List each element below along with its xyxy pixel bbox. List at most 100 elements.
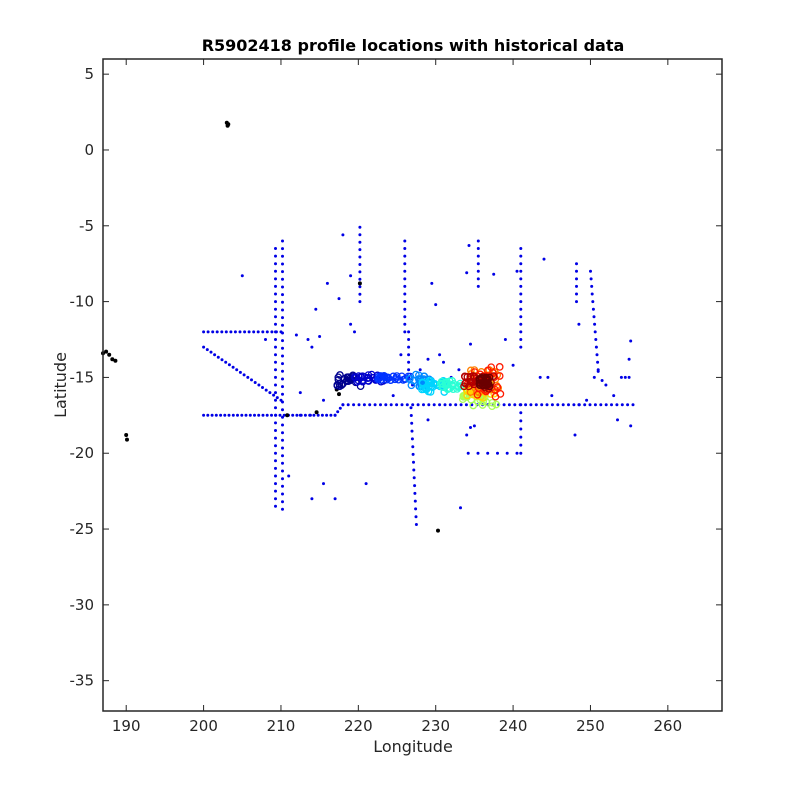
- historical-profile-point: [274, 300, 277, 304]
- historical-profile-point: [281, 415, 284, 419]
- historical-profile-point: [272, 393, 276, 397]
- historical-profile-point: [507, 403, 511, 407]
- historical-profile-point: [403, 292, 407, 296]
- historical-profile-point: [261, 413, 265, 417]
- historical-profile-point: [281, 377, 284, 381]
- historical-profile-point: [216, 355, 220, 359]
- historical-profile-point: [337, 297, 341, 301]
- historical-profile-point: [329, 413, 333, 417]
- historical-profile-point: [405, 403, 409, 407]
- historical-profile-point: [318, 335, 322, 338]
- historical-profile-point: [575, 292, 578, 296]
- y-tick-label: 5: [84, 65, 94, 83]
- track-profile-circle: [353, 378, 362, 386]
- historical-profile-point: [325, 281, 329, 285]
- historical-profile-point: [486, 451, 490, 455]
- historical-profile-point: [519, 300, 523, 304]
- historical-profile-point: [261, 330, 265, 334]
- historical-profile-point: [205, 348, 209, 352]
- track-profile-circle: [426, 388, 435, 396]
- historical-profile-point: [395, 403, 399, 407]
- historical-profile-point: [538, 375, 542, 379]
- track-profile-circle: [405, 375, 414, 383]
- historical-profile-point: [616, 418, 619, 422]
- historical-profile-point: [243, 330, 247, 334]
- historical-profile-point: [274, 284, 277, 288]
- track-profile-circle: [422, 384, 431, 392]
- historical-profile-point: [274, 489, 277, 493]
- historical-profile-point: [519, 330, 523, 334]
- historical-profile-point: [281, 339, 284, 343]
- historical-profile-point: [577, 403, 581, 407]
- historical-profile-point: [593, 403, 597, 407]
- y-tick-label: -15: [70, 368, 95, 386]
- historical-profile-point: [540, 403, 544, 407]
- track-profile-circle: [475, 375, 484, 383]
- historical-profile-point: [407, 330, 411, 334]
- historical-profile-point: [391, 394, 395, 398]
- historical-profile-point: [250, 378, 253, 382]
- historical-profile-point: [281, 254, 284, 258]
- historical-profile-point: [599, 403, 603, 407]
- axes-box: [102, 58, 723, 712]
- historical-profile-point: [454, 403, 458, 407]
- historical-profile-point: [209, 350, 213, 354]
- historical-profile-point: [202, 345, 206, 349]
- historical-profile-point: [274, 330, 277, 334]
- historical-profile-point: [519, 427, 523, 431]
- historical-profile-point: [519, 411, 523, 415]
- historical-profile-point: [604, 383, 608, 387]
- historical-profile-point: [448, 403, 452, 407]
- y-tick-label: -10: [70, 293, 95, 311]
- historical-profile-point: [270, 330, 274, 334]
- historical-profile-point: [515, 451, 519, 455]
- historical-profile-point: [589, 277, 593, 281]
- historical-profile-point: [224, 360, 228, 364]
- historical-profile-point: [282, 413, 286, 417]
- historical-profile-point: [593, 330, 597, 334]
- historical-profile-point: [281, 262, 284, 266]
- track-profile-circle: [441, 378, 450, 387]
- historical-profile-point: [519, 403, 523, 407]
- black-profile-point: [226, 122, 231, 127]
- historical-profile-point: [281, 247, 284, 251]
- historical-profile-point: [476, 239, 480, 243]
- track-profile-circle: [488, 402, 496, 411]
- historical-profile-point: [358, 248, 362, 252]
- historical-profile-point: [403, 307, 407, 311]
- track-profile-circle: [491, 392, 500, 401]
- historical-profile-point: [325, 413, 329, 417]
- historical-profile-point: [274, 406, 277, 410]
- historical-profile-point: [274, 383, 277, 387]
- historical-profile-point: [341, 233, 345, 237]
- historical-profile-point: [389, 403, 393, 407]
- historical-profile-point: [465, 271, 469, 275]
- historical-profile-point: [414, 515, 418, 519]
- historical-profile-point: [298, 391, 302, 395]
- historical-profile-point: [236, 413, 239, 417]
- historical-profile-point: [281, 469, 284, 473]
- historical-profile-point: [459, 403, 463, 407]
- black-profile-point: [110, 357, 115, 362]
- historical-profile-point: [281, 454, 284, 458]
- axis-ticks: 190 200 210 220 230 240 250 260 5 0 -5 -10 -15 -20 -25…: [70, 59, 722, 735]
- track-profile-circle: [415, 371, 423, 380]
- historical-profile-point: [545, 403, 549, 407]
- historical-profile-point: [476, 451, 480, 455]
- historical-profile-point: [281, 346, 284, 350]
- historical-profile-point: [214, 413, 218, 417]
- historical-profile-point: [476, 262, 480, 266]
- historical-profile-point: [588, 403, 592, 407]
- historical-profile-point: [594, 338, 598, 341]
- historical-profile-point: [457, 368, 461, 372]
- historical-profile-point: [612, 394, 616, 398]
- historical-profile-point: [358, 285, 362, 289]
- track-profile-circle: [492, 400, 501, 409]
- historical-profile-point: [524, 403, 528, 407]
- historical-profile-point: [306, 338, 310, 341]
- historical-profile-point: [274, 262, 277, 266]
- historical-profile-point: [575, 284, 578, 288]
- historical-profile-point: [434, 303, 438, 307]
- historical-profile-point: [426, 418, 430, 422]
- historical-profile-point: [257, 413, 261, 417]
